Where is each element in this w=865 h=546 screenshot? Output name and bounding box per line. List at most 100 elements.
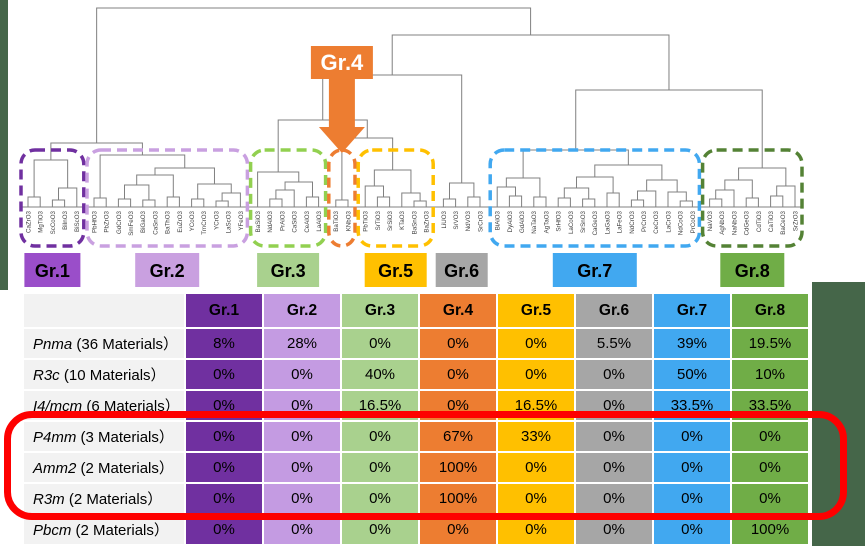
leaf-label: BaThO3 <box>165 210 172 234</box>
leaf-label: NdAlO3 <box>267 210 274 232</box>
leaf-label: PrCoO3 <box>690 210 697 233</box>
space-group-symbol: P4mm <box>33 429 77 446</box>
dendrogram-link <box>724 179 753 198</box>
dendrogram-link <box>117 198 132 207</box>
dendrogram-link <box>401 192 421 207</box>
row-label-cell: Amm2 (2 Materials） <box>24 453 184 482</box>
dendrogram-link <box>667 191 687 207</box>
leaf-label: SrZrO3 <box>792 210 799 231</box>
dendrogram-link <box>33 159 69 197</box>
dendrogram-link <box>496 186 516 207</box>
space-group-symbol: Amm2 <box>33 460 77 477</box>
material-count: (2 Materials） <box>64 491 163 508</box>
group-badge-gr1 <box>24 253 81 287</box>
table-row-p4mm: P4mm (3 Materials） 0% 0% 0% 67% 33% 0% 0% 0% <box>24 422 808 451</box>
dendrogram-link <box>576 176 614 193</box>
table-value-cell: 0% <box>342 515 418 544</box>
leaf-label: KNbO3 <box>345 210 352 231</box>
leaf-label: BaSiO3 <box>255 210 262 232</box>
dendrogram-link <box>391 34 670 90</box>
table-value-cell: 0% <box>342 329 418 358</box>
leaf-label: ScCoO3 <box>50 210 57 234</box>
table-header-cell-gr6: Gr.6 <box>576 294 652 327</box>
dendrogram-link <box>96 7 532 143</box>
leaf-label: BiGaO3 <box>140 210 147 233</box>
space-group-symbol: Pnma <box>33 336 73 353</box>
dendrogram-link <box>142 199 156 207</box>
dendrogram: CaZrO3 MgTiO3 ScCoO3 BiInO3 BiScO3 PbHfO3 PbZr… <box>19 7 804 287</box>
leaf-label: AgNbO3 <box>719 210 726 234</box>
gr4-arrow-head <box>318 127 365 153</box>
dendrogram-link <box>305 196 320 207</box>
group-box-gr1 <box>19 148 86 248</box>
leaf-label: PrAlO3 <box>279 210 286 231</box>
leaf-label: GdAlO3 <box>519 210 526 233</box>
dendrogram-link <box>197 183 232 199</box>
group-badge-label: Gr.8 <box>735 261 770 281</box>
group-badge-gr6 <box>435 253 488 287</box>
leaf-label: SrSnO3 <box>580 210 587 233</box>
leaf-label: CaSnO3 <box>152 210 159 234</box>
dendrogram-link <box>606 192 620 207</box>
dendrogram-link <box>27 196 41 207</box>
table-value-cell: 0% <box>654 422 730 451</box>
table-value-cell: 50% <box>654 360 730 389</box>
leaf-label: YCoO3 <box>189 210 196 231</box>
leaf-label: BaCeO3 <box>780 210 787 234</box>
dendrogram-link <box>376 196 391 207</box>
space-group-symbol: Pbcm <box>33 522 72 539</box>
table-value-cell: 16.5% <box>498 391 574 420</box>
leaf-label: SrVO3 <box>453 210 460 229</box>
dendrogram-link <box>745 197 759 207</box>
dendrogram-link <box>679 200 693 207</box>
table-value-cell: 0% <box>342 453 418 482</box>
group-badge-gr8 <box>720 253 785 287</box>
leaf-label: PbTiO3 <box>363 210 370 231</box>
leaf-label: NdCoO3 <box>678 210 685 235</box>
leaf-label: LaCrO3 <box>665 210 672 232</box>
table-header-cell-gr1: Gr.1 <box>186 294 262 327</box>
group-badge-label: Gr.2 <box>150 261 185 281</box>
table-value-cell: 0% <box>186 391 262 420</box>
row-label-cell: R3m (2 Materials） <box>24 484 184 513</box>
material-count: (10 Materials） <box>59 367 166 384</box>
table-value-cell: 0% <box>654 453 730 482</box>
table-value-cell: 0% <box>264 484 340 513</box>
space-group-symbol: R3m <box>33 491 65 508</box>
dendrogram-link <box>154 167 215 184</box>
table-value-cell: 0% <box>420 515 496 544</box>
table-header-cell-gr4: Gr.4 <box>420 294 496 327</box>
table-value-cell: 67% <box>420 422 496 451</box>
leaf-label: BiAlO3 <box>495 210 502 230</box>
leaf-label: GdCrO3 <box>116 210 123 234</box>
table-value-cell: 33% <box>498 422 574 451</box>
slide-background-left-strip <box>0 0 8 290</box>
group-badge-gr7 <box>552 253 637 287</box>
leaf-label: CeCrO3 <box>653 210 660 233</box>
row-label-cell: Pnma (36 Materials） <box>24 329 184 358</box>
dendrogram-link <box>738 167 787 186</box>
dendrogram-link <box>467 196 481 207</box>
leaf-label: NaNbO3 <box>731 210 738 235</box>
table-value-cell: 8% <box>186 329 262 358</box>
dendrogram-link <box>594 164 663 180</box>
group-badge-gr2 <box>135 253 200 287</box>
dendrogram-link <box>522 149 629 178</box>
table-value-cell: 0% <box>732 484 808 513</box>
leaf-label: CaSiO3 <box>292 210 299 232</box>
table-row-amm2: Amm2 (2 Materials） 0% 0% 0% 100% 0% 0% 0% 0% <box>24 453 808 482</box>
leaf-label: AgTaO3 <box>543 210 550 233</box>
table-row-pbcm: Pbcm (2 Materials） 0% 0% 0% 0% 0% 0% 0% 100% <box>24 515 808 544</box>
dendrogram-link <box>166 196 180 207</box>
leaf-label: SrHfO3 <box>556 210 563 231</box>
table-value-cell: 100% <box>420 453 496 482</box>
leaf-label: NaVO3 <box>707 210 714 231</box>
leaf-label: YCrO3 <box>213 210 220 229</box>
table-value-cell: 5.5% <box>576 329 652 358</box>
leaf-label: KTaO3 <box>399 210 406 229</box>
leaf-label: BaTiO3 <box>333 210 340 231</box>
table-value-cell: 0% <box>732 422 808 451</box>
leaf-label: NdCrO3 <box>629 210 636 233</box>
table-value-cell: 0% <box>264 453 340 482</box>
